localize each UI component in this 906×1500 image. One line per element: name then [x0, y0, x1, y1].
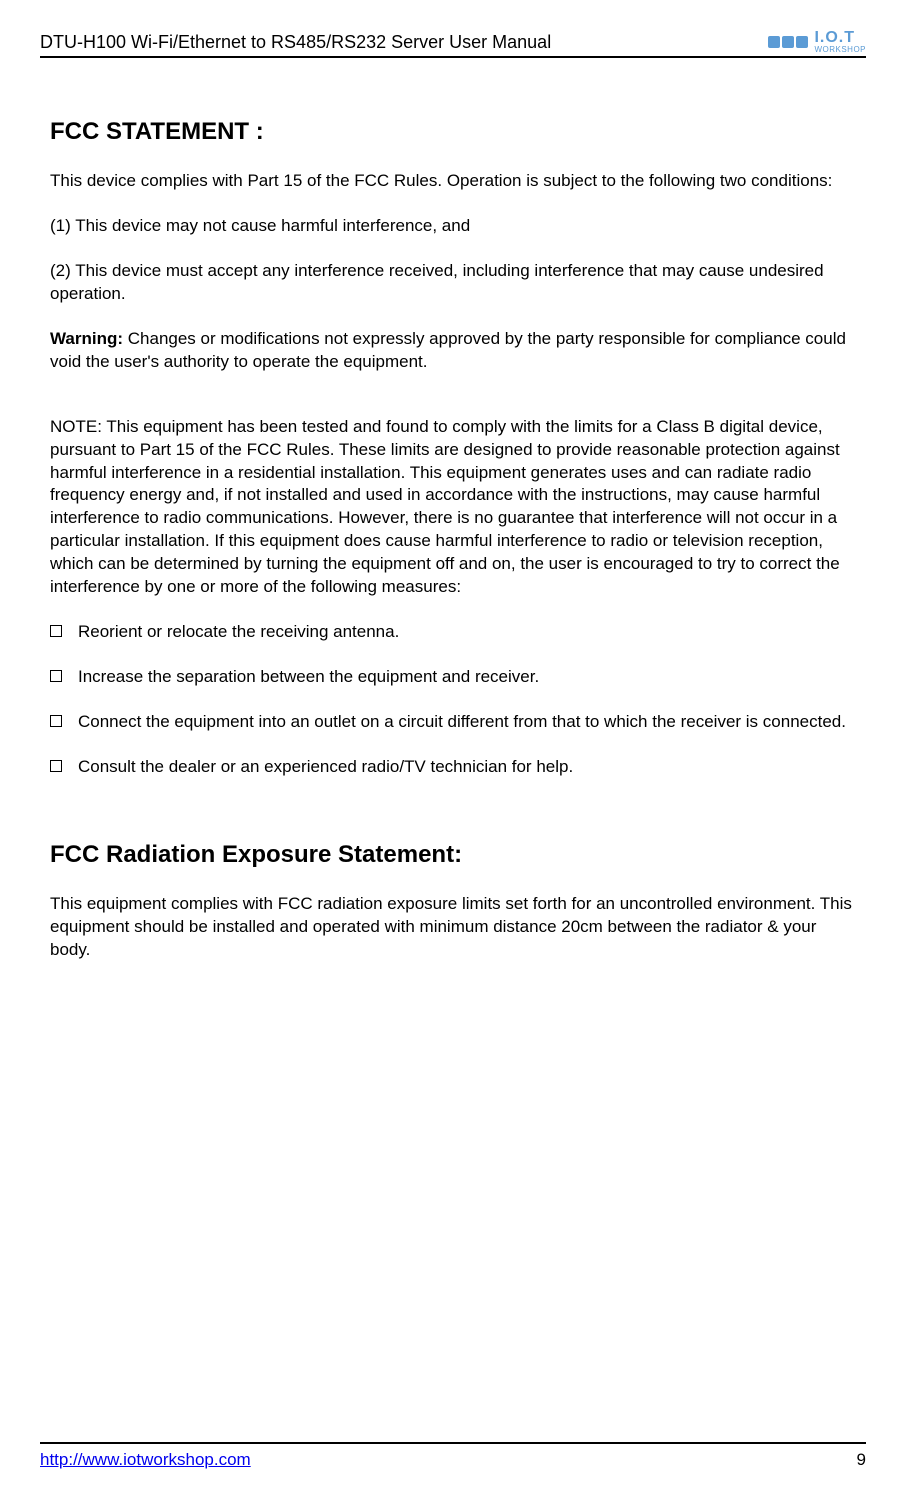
bullet-item: Connect the equipment into an outlet on … [50, 711, 856, 734]
warning-label: Warning: [50, 329, 123, 348]
bullet-text: Connect the equipment into an outlet on … [78, 711, 846, 734]
fcc-condition-1: (1) This device may not cause harmful in… [50, 215, 856, 238]
fcc-radiation-paragraph: This equipment complies with FCC radiati… [50, 893, 856, 962]
logo-icon [768, 36, 808, 48]
bullet-item: Consult the dealer or an experienced rad… [50, 756, 856, 779]
bullet-text: Reorient or relocate the receiving anten… [78, 621, 399, 644]
logo: I.O.T WORKSHOP [768, 30, 866, 54]
logo-sub: WORKSHOP [814, 46, 866, 54]
checkbox-icon [50, 715, 62, 727]
logo-main: I.O.T [814, 30, 866, 46]
checkbox-icon [50, 670, 62, 682]
fcc-note-paragraph: NOTE: This equipment has been tested and… [50, 416, 856, 600]
fcc-statement-heading: FCC STATEMENT : [50, 118, 856, 146]
page-header: DTU-H100 Wi-Fi/Ethernet to RS485/RS232 S… [40, 30, 866, 58]
page-content: FCC STATEMENT : This device complies wit… [40, 118, 866, 962]
footer-url[interactable]: http://www.iotworkshop.com [40, 1450, 251, 1470]
bullet-item: Increase the separation between the equi… [50, 666, 856, 689]
fcc-intro-paragraph: This device complies with Part 15 of the… [50, 170, 856, 193]
page-footer: http://www.iotworkshop.com 9 [40, 1442, 866, 1470]
warning-text: Changes or modifications not expressly a… [50, 329, 846, 371]
header-title: DTU-H100 Wi-Fi/Ethernet to RS485/RS232 S… [40, 32, 551, 53]
page-number: 9 [857, 1450, 866, 1470]
logo-text: I.O.T WORKSHOP [814, 30, 866, 54]
bullet-item: Reorient or relocate the receiving anten… [50, 621, 856, 644]
bullet-text: Increase the separation between the equi… [78, 666, 539, 689]
checkbox-icon [50, 625, 62, 637]
fcc-warning: Warning: Changes or modifications not ex… [50, 328, 856, 374]
checkbox-icon [50, 760, 62, 772]
bullet-text: Consult the dealer or an experienced rad… [78, 756, 573, 779]
fcc-radiation-heading: FCC Radiation Exposure Statement: [50, 841, 856, 869]
fcc-condition-2: (2) This device must accept any interfer… [50, 260, 856, 306]
